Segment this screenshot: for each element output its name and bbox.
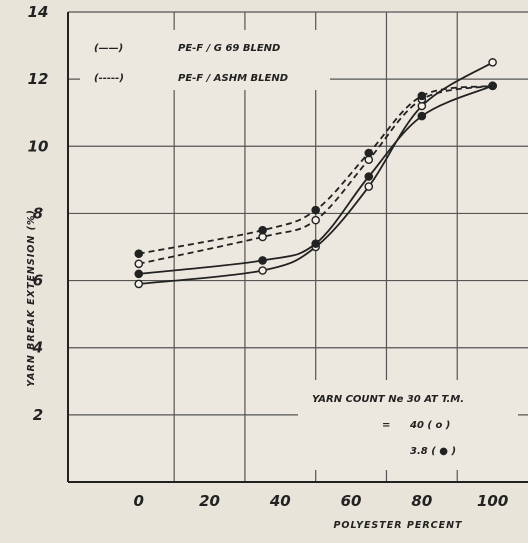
- annotation-line-2: 40 ( o ): [409, 420, 450, 431]
- annotation-line-1: YARN COUNT Ne 30 AT T.M.: [312, 394, 464, 405]
- series-2-point-1: [134, 269, 144, 279]
- series-4-point-2: [258, 225, 267, 235]
- y-tick-label-1: 2: [33, 406, 43, 424]
- x-tick-label-6: 100: [477, 492, 508, 510]
- legend-marker-2: (-----): [94, 73, 124, 84]
- annotation-line-3: 3.8 ( ● ): [410, 446, 456, 457]
- legend-box: [80, 30, 330, 90]
- y-axis-label: YARN BREAK EXTENSION (%): [26, 209, 37, 387]
- series-4-point-6: [488, 81, 497, 91]
- series-4-point-3: [311, 205, 320, 215]
- x-tick-label-1: 0: [134, 492, 144, 510]
- y-tick-label-3: 6: [33, 272, 43, 290]
- series-4-point-4: [364, 148, 374, 158]
- x-tick-labels: 0 20 40 60 80 100: [134, 492, 509, 510]
- x-tick-label-2: 20: [199, 492, 220, 510]
- series-1-line: [138, 61, 494, 285]
- x-axis-label: POLYESTER PERCENT: [333, 520, 463, 531]
- y-tick-label-7: 14: [28, 3, 49, 21]
- legend: (——) PE-F / G 69 BLEND (-----) PE-F / AS…: [80, 30, 330, 90]
- axes: [67, 12, 528, 483]
- series-2-point-4: [364, 172, 374, 181]
- y-tick-label-2: 4: [32, 339, 43, 357]
- series-2-point-3: [311, 239, 320, 248]
- series-1-point-4: [364, 182, 374, 191]
- y-tick-labels: 2 4 6 8 10 12 14: [28, 3, 49, 424]
- series-2-point-2: [258, 256, 267, 265]
- legend-marker-1: (——): [94, 43, 123, 54]
- series-3-point-3: [311, 215, 320, 225]
- y-tick-label-4: 8: [33, 204, 43, 222]
- annotation: YARN COUNT Ne 30 AT T.M. = 40 ( o ) 3.8 …: [298, 380, 518, 470]
- series-2-point-5: [417, 111, 427, 121]
- legend-entry-1: PE-F / G 69 BLEND: [178, 43, 280, 54]
- x-tick-label-4: 60: [341, 492, 362, 510]
- annotation-equals: =: [382, 420, 390, 431]
- legend-entry-2: PE-F / ASHM BLEND: [178, 73, 288, 84]
- y-tick-label-6: 12: [28, 70, 49, 88]
- series-1-point-6: [488, 58, 497, 67]
- series-group: [134, 58, 497, 289]
- series-4-point-5: [417, 91, 427, 101]
- series-4-point-1: [134, 249, 144, 259]
- series-1-point-2: [258, 266, 267, 275]
- x-tick-label-3: 40: [269, 492, 291, 510]
- x-tick-label-5: 80: [411, 492, 432, 510]
- y-tick-label-5: 10: [28, 137, 49, 155]
- annotation-box: [298, 380, 518, 470]
- series-1-point-1: [134, 279, 144, 289]
- series-3-point-1: [134, 259, 144, 269]
